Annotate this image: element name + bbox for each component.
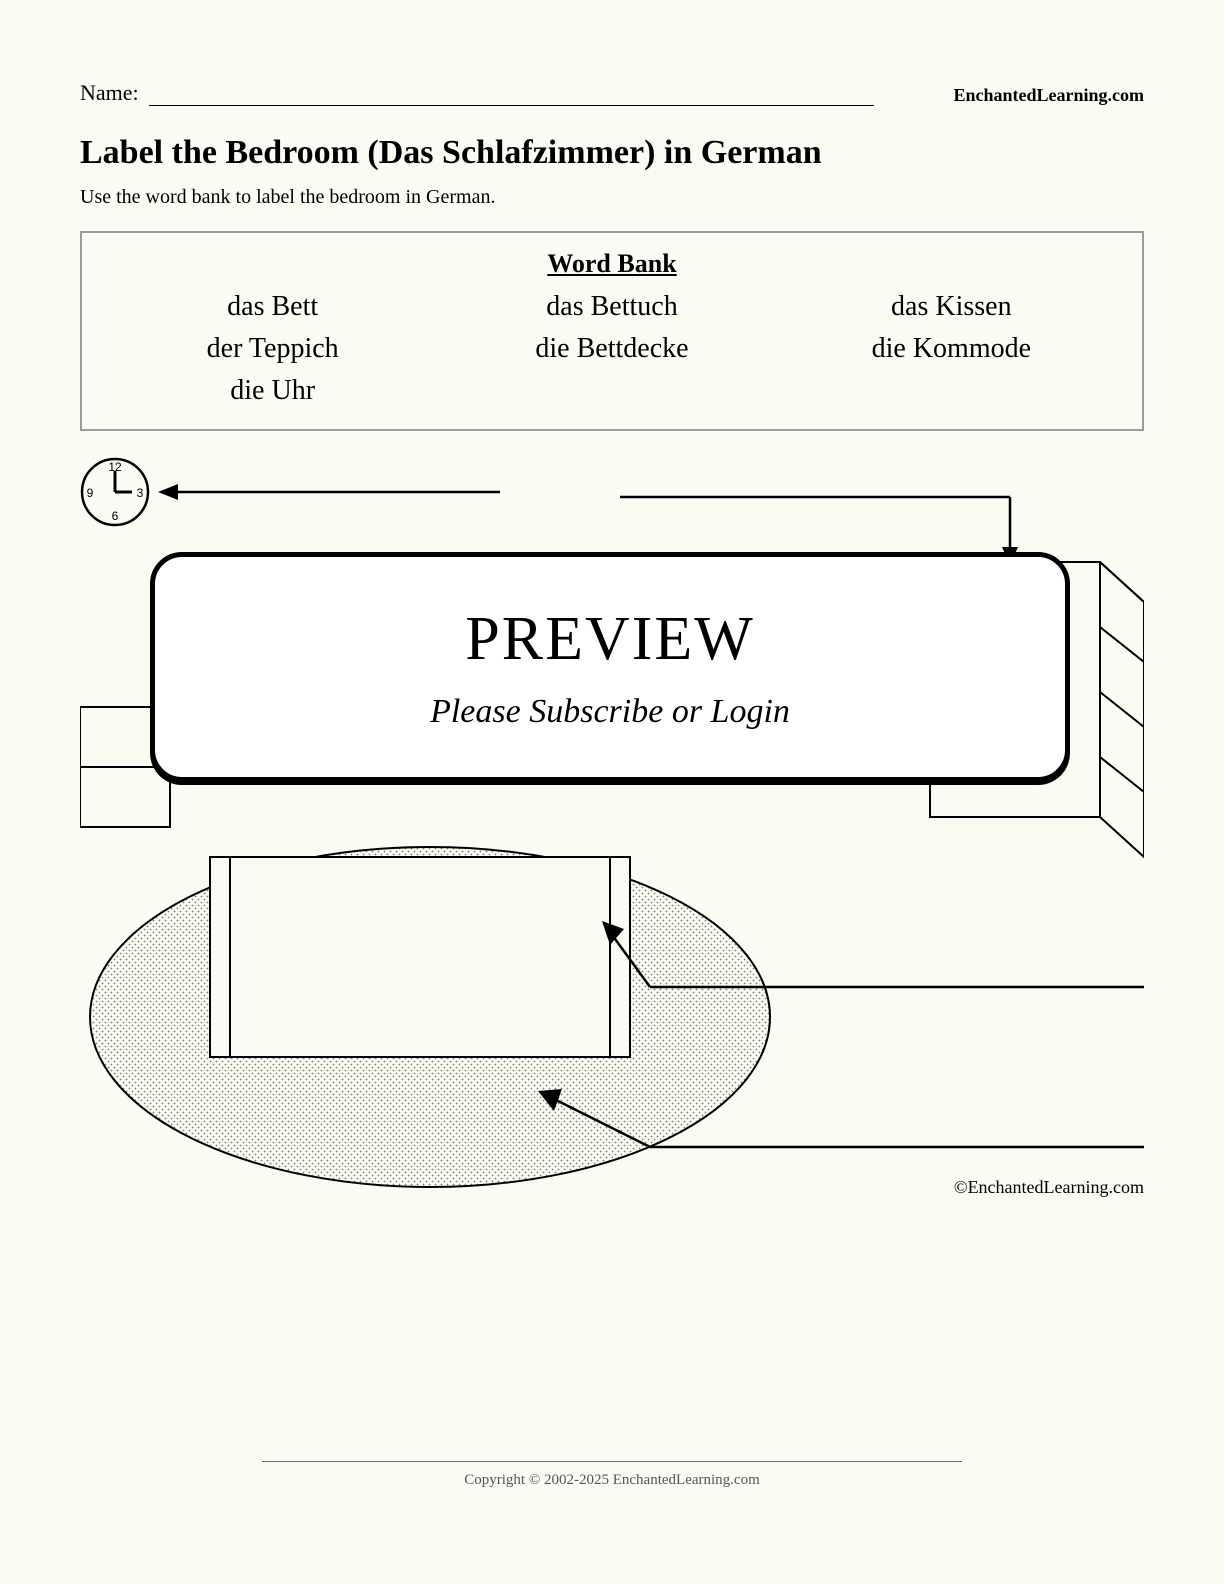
word-bank-item: das Bett — [108, 291, 437, 323]
brand-text: EnchantedLearning.com — [953, 85, 1144, 106]
page-footer: Copyright © 2002-2025 EnchantedLearning.… — [0, 1461, 1224, 1489]
word-bank-item: die Kommode — [787, 333, 1116, 365]
preview-overlay: PREVIEW Please Subscribe or Login — [150, 552, 1070, 782]
diagram-copyright: ©EnchantedLearning.com — [954, 1177, 1144, 1198]
word-bank: Word Bank das Bett das Bettuch das Kisse… — [80, 231, 1144, 431]
word-bank-item: der Teppich — [108, 333, 437, 365]
instructions: Use the word bank to label the bedroom i… — [80, 186, 1144, 209]
name-input-line[interactable] — [149, 84, 874, 106]
word-bank-item: die Bettdecke — [447, 333, 776, 365]
preview-subtitle: Please Subscribe or Login — [430, 693, 790, 731]
page-title: Label the Bedroom (Das Schlafzimmer) in … — [80, 134, 1144, 172]
svg-text:6: 6 — [112, 509, 119, 523]
word-bank-item: das Kissen — [787, 291, 1116, 323]
footer-copyright: Copyright © 2002-2025 EnchantedLearning.… — [0, 1472, 1224, 1489]
word-bank-item: die Uhr — [108, 375, 437, 407]
preview-title: PREVIEW — [465, 604, 755, 675]
word-bank-item: das Bettuch — [447, 291, 776, 323]
word-bank-title: Word Bank — [108, 249, 1116, 279]
name-field-block: Name: — [80, 80, 874, 106]
bedroom-diagram: 12 3 6 9 — [80, 457, 1144, 1257]
svg-text:9: 9 — [87, 486, 94, 500]
word-bank-grid: das Bett das Bettuch das Kissen der Tepp… — [108, 291, 1116, 407]
name-label: Name: — [80, 80, 139, 106]
bed-shape — [210, 857, 630, 1057]
label-line-clock — [158, 484, 500, 500]
clock-icon: 12 3 6 9 — [82, 459, 148, 525]
footer-divider — [262, 1461, 962, 1462]
svg-text:12: 12 — [108, 460, 122, 474]
svg-text:3: 3 — [137, 486, 144, 500]
header-row: Name: EnchantedLearning.com — [80, 80, 1144, 106]
